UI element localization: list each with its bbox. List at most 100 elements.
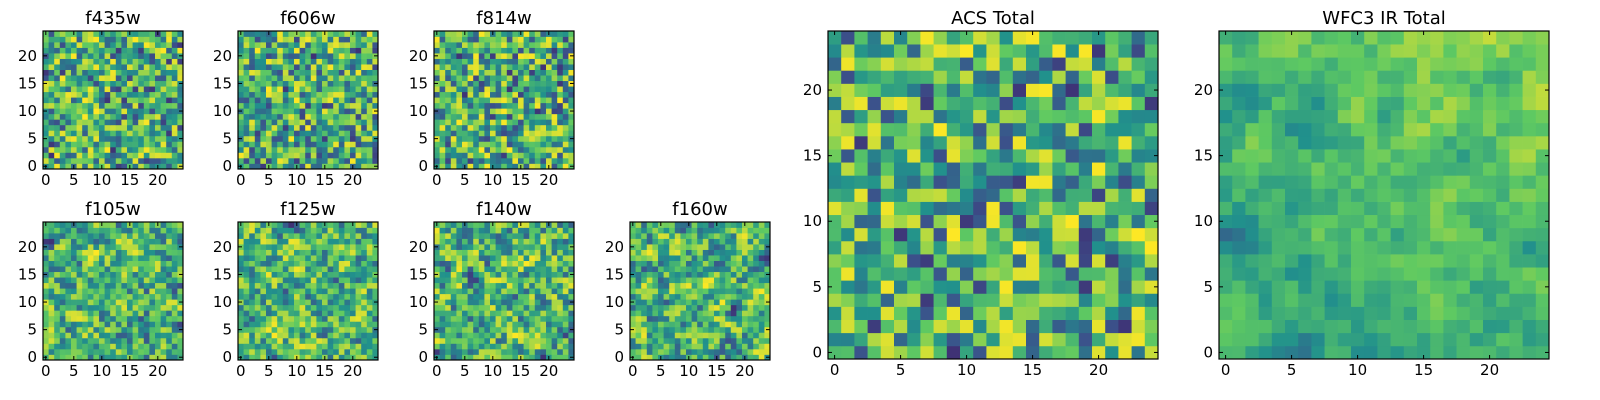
heatmap-cell <box>355 227 362 234</box>
heatmap-cell <box>48 58 55 65</box>
heatmap-cell <box>305 86 312 93</box>
heatmap-cell <box>540 86 547 93</box>
heatmap-cell <box>127 249 133 256</box>
heatmap-cell <box>361 113 368 120</box>
heatmap-cell <box>669 244 676 250</box>
heatmap-cell <box>305 238 312 245</box>
heatmap-cell <box>753 348 760 355</box>
heatmap-cell <box>366 64 373 70</box>
heatmap-cell <box>71 321 77 328</box>
heatmap-cell <box>1092 254 1106 268</box>
heatmap-cell <box>155 91 161 98</box>
heatmap-cell <box>299 53 306 59</box>
heatmap-cell <box>478 277 485 284</box>
heatmap-cell <box>933 293 948 307</box>
heatmap-cell <box>143 260 150 267</box>
heatmap-cell <box>171 271 178 278</box>
heatmap-cell <box>1052 306 1066 320</box>
x-tick-label: 15 <box>511 171 530 189</box>
y-tick-label: 20 <box>213 238 232 256</box>
x-tick-label: 10 <box>287 171 306 189</box>
heatmap-cell <box>907 345 921 360</box>
heatmap-cell <box>708 271 715 278</box>
heatmap-cell <box>350 271 356 278</box>
heatmap-cell <box>495 141 502 148</box>
heatmap-cell <box>1118 306 1132 320</box>
heatmap-cell <box>372 282 379 289</box>
heatmap-cell <box>973 188 987 202</box>
heatmap-cell <box>87 130 94 137</box>
heatmap-cell <box>462 58 468 65</box>
heatmap-cell <box>691 299 698 306</box>
heatmap-cell <box>132 36 139 43</box>
heatmap-cell <box>99 42 105 48</box>
heatmap-cell <box>155 277 161 284</box>
heatmap-cell <box>65 222 72 228</box>
heatmap-cell <box>495 288 502 295</box>
heatmap-cell <box>894 319 908 334</box>
heatmap-cell <box>920 319 934 334</box>
heatmap-cell <box>350 69 356 76</box>
heatmap-cell <box>484 135 491 142</box>
heatmap-cell <box>753 354 760 361</box>
heatmap-cell <box>557 238 564 245</box>
heatmap-cell <box>641 293 648 300</box>
heatmap-cell <box>115 260 122 267</box>
heatmap-cell <box>43 69 49 76</box>
heatmap-cell <box>518 75 524 82</box>
heatmap-cell <box>478 130 485 137</box>
heatmap-cell <box>99 282 105 289</box>
heatmap-cell <box>76 135 83 142</box>
heatmap-cell <box>355 135 362 142</box>
heatmap-cell <box>568 97 575 104</box>
heatmap-cell <box>450 69 457 76</box>
heatmap-cell <box>59 42 66 48</box>
heatmap-cell <box>288 321 295 328</box>
heatmap-cell <box>294 108 300 115</box>
heatmap-cell <box>288 80 295 87</box>
heatmap-cell <box>540 227 547 234</box>
heatmap-cell <box>155 152 161 159</box>
heatmap-cell <box>534 108 541 115</box>
heatmap-cell <box>529 222 536 228</box>
heatmap-cell <box>551 163 558 170</box>
heatmap-cell <box>305 222 312 228</box>
heatmap-cell <box>753 222 760 228</box>
heatmap-cell <box>138 102 145 109</box>
heatmap-cell <box>361 299 368 306</box>
heatmap-cell <box>166 326 173 333</box>
heatmap-cell <box>1105 319 1119 334</box>
heatmap-cell <box>316 130 323 137</box>
heatmap-cell <box>110 75 117 82</box>
heatmap-cell <box>65 238 72 245</box>
heatmap-cell <box>518 255 524 261</box>
heatmap-cell <box>288 255 295 261</box>
heatmap-cell <box>71 47 77 54</box>
heatmap-cell <box>132 47 139 54</box>
heatmap-cell <box>562 332 569 339</box>
heatmap-cell <box>344 86 351 93</box>
heatmap-cell <box>149 64 156 70</box>
heatmap-cell <box>238 227 244 234</box>
heatmap-cell <box>568 288 575 295</box>
heatmap-cell <box>160 47 167 54</box>
heatmap-cell <box>467 69 474 76</box>
heatmap-cell <box>48 343 55 350</box>
heatmap-cell <box>294 315 300 322</box>
heatmap-cell <box>669 354 676 361</box>
heatmap-cell <box>160 354 167 361</box>
heatmap-cell <box>277 102 284 109</box>
heatmap-cell <box>730 227 737 234</box>
heatmap-cell <box>439 58 446 65</box>
heatmap-cell <box>243 130 250 137</box>
heatmap-cell <box>478 64 485 70</box>
heatmap-cell <box>473 113 480 120</box>
heatmap-cell <box>523 157 530 164</box>
heatmap-cell <box>327 282 334 289</box>
heatmap-cell <box>166 343 173 350</box>
heatmap-cell <box>316 124 323 131</box>
heatmap-cell <box>534 332 541 339</box>
heatmap-cell <box>299 86 306 93</box>
heatmap-cell <box>333 282 340 289</box>
heatmap-cell <box>534 348 541 355</box>
